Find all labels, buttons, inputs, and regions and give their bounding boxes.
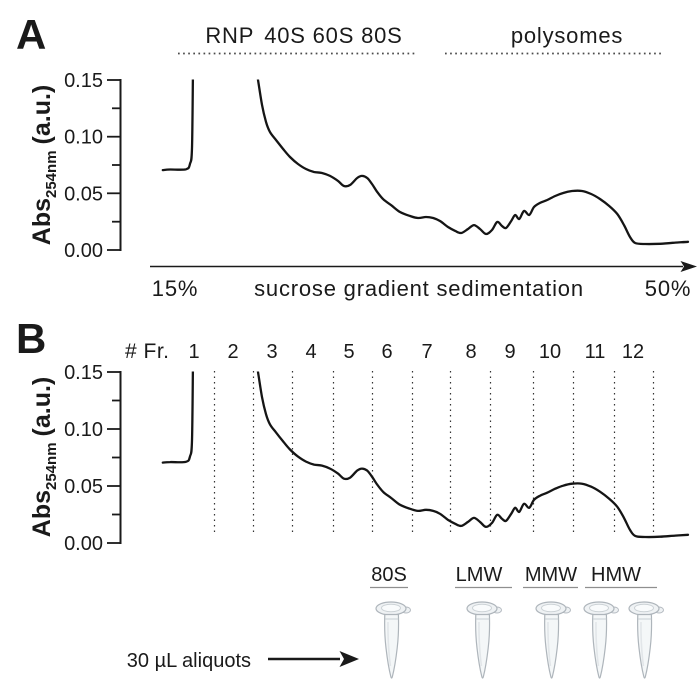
tube-icon: [375, 601, 412, 679]
y-axis-tick-label: 0.15: [64, 70, 103, 92]
wavelength-subscript: 254nm: [43, 442, 60, 490]
pool-label: LMW: [456, 564, 503, 586]
panel-b-y-axis-ticks: [107, 371, 120, 544]
y-axis-tick-label: 0.05: [64, 183, 103, 205]
tube-icon: [466, 601, 503, 679]
fraction-number-label: 2: [227, 341, 238, 363]
pool-label: 80S: [371, 564, 407, 586]
fraction-number-label: 11: [585, 341, 606, 363]
fraction-number-label: 6: [381, 341, 392, 363]
gradient-end-label: 50%: [645, 276, 691, 301]
y-axis-tick-label: 0.10: [64, 127, 103, 149]
aliquot-label: 30 µL aliquots: [127, 650, 251, 672]
panel-b-letter: B: [16, 315, 46, 362]
au-unit-label: (a.u.): [28, 85, 56, 145]
pool-label: MMW: [525, 564, 577, 586]
y-axis-tick-label: 0.05: [64, 476, 103, 498]
y-axis-tick-label: 0.15: [64, 362, 103, 384]
y-axis-tick-label: 0.10: [64, 419, 103, 441]
panel-a-y-axis-tick-labels: 0.15 0.10 0.05 0.00: [64, 70, 103, 262]
pool-label: HMW: [591, 564, 641, 586]
abs-label: Abs: [28, 490, 56, 537]
rnp-label: RNP: [205, 23, 254, 48]
tube-icon: [628, 601, 665, 679]
region-label-rnp-ribosomes: RNP 40S 60S 80S: [205, 23, 402, 48]
fraction-number-label: 10: [539, 341, 561, 363]
pooled-group-labels: 80S LMW MMW HMW: [371, 564, 641, 586]
tube-icon: [535, 601, 572, 679]
wavelength-subscript: 254nm: [43, 150, 60, 198]
aliquot-tubes: [375, 601, 665, 679]
y-axis-tick-label: 0.00: [64, 533, 103, 555]
abs-label: Abs: [28, 198, 56, 245]
fractions-header: # Fr.: [125, 340, 170, 363]
fraction-number-label: 3: [266, 341, 277, 363]
fraction-number-label: 5: [343, 341, 354, 363]
panel-a-y-axis-title: Abs254nm (a.u.): [28, 85, 60, 245]
tube-icon: [583, 601, 620, 679]
panel-b-y-axis-title: Abs254nm (a.u.): [28, 377, 60, 537]
fraction-number-labels: 1 2 3 4 5 6 7 8 9 10 11 12: [188, 341, 644, 363]
fraction-number-label: 1: [188, 341, 199, 363]
fraction-number-label: 12: [622, 341, 644, 363]
gradient-axis-arrowhead-icon: [680, 261, 697, 272]
aliquot-arrowhead-icon: [339, 651, 359, 667]
fraction-number-label: 8: [465, 341, 476, 363]
panel-b-y-axis-tick-labels: 0.15 0.10 0.05 0.00: [64, 362, 103, 555]
gradient-start-label: 15%: [152, 276, 198, 301]
au-unit-label: (a.u.): [28, 377, 56, 437]
panel-a-letter: A: [16, 11, 46, 58]
fraction-number-label: 7: [421, 341, 432, 363]
fraction-number-label: 9: [504, 341, 515, 363]
fraction-number-label: 4: [305, 341, 316, 363]
ribosomes-label: 40S 60S 80S: [264, 23, 402, 48]
panel-a-y-axis-ticks: [107, 79, 120, 251]
absorbance-trace-panel-b: [161, 371, 690, 539]
y-axis-tick-label: 0.00: [64, 240, 103, 262]
gradient-axis-title: sucrose gradient sedimentation: [254, 276, 584, 301]
absorbance-trace-panel-a: [161, 79, 690, 246]
region-label-polysomes: polysomes: [511, 23, 623, 48]
